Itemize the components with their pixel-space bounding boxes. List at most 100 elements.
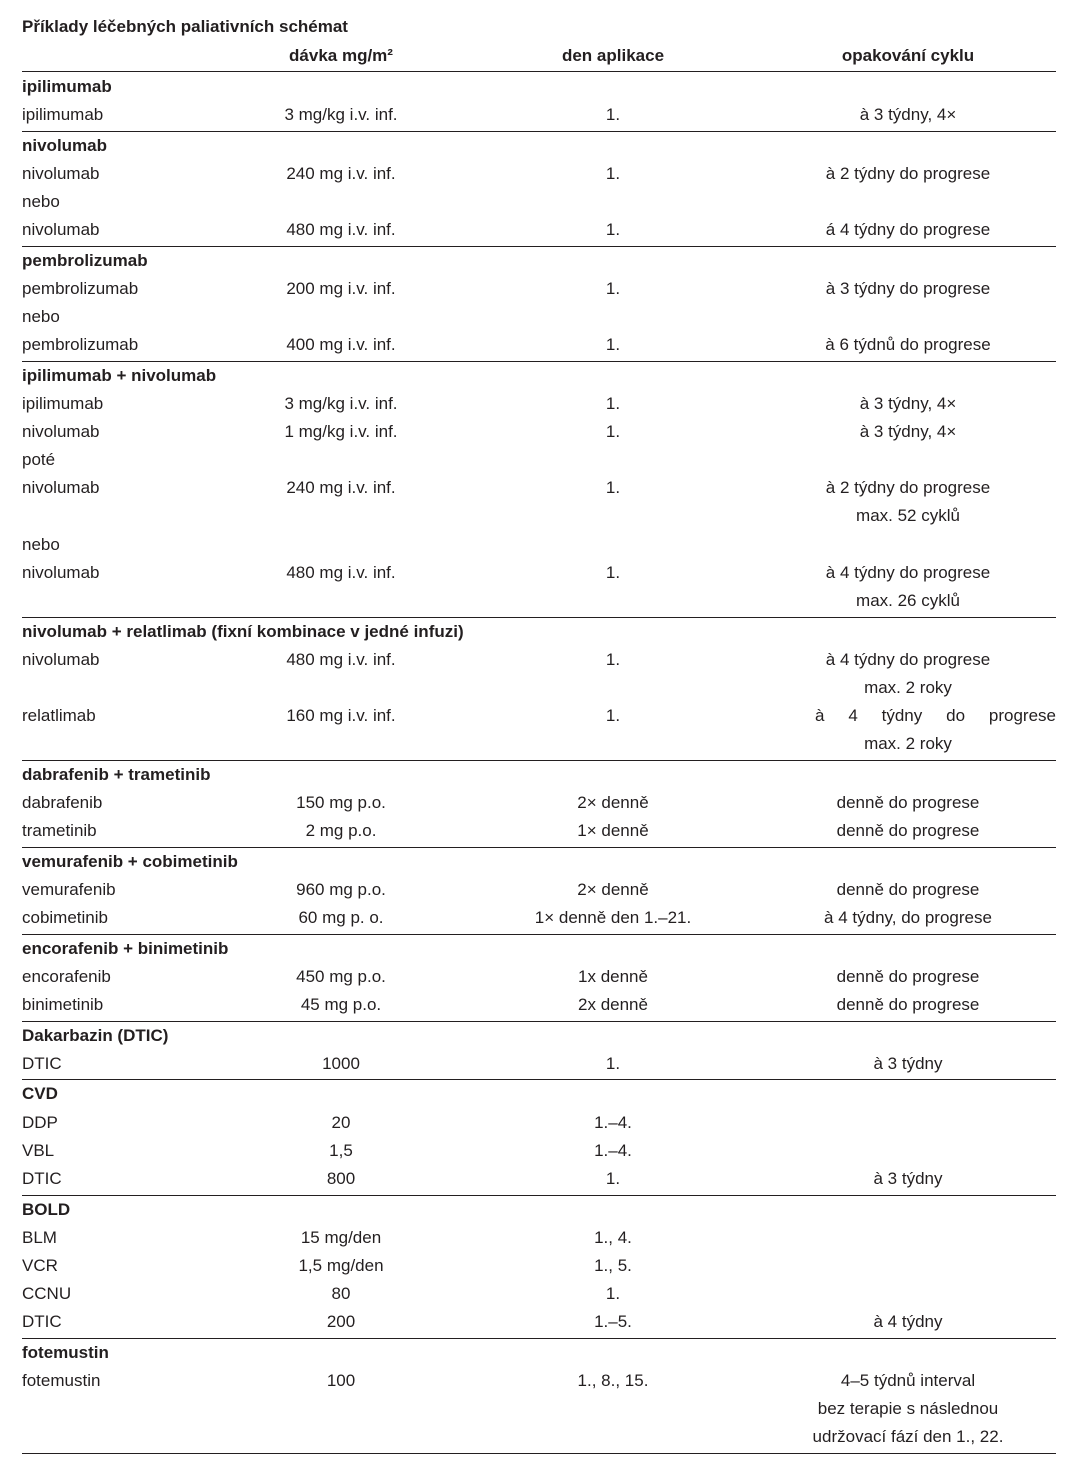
cycle-cell: denně do progrese (836, 966, 980, 986)
group-title: Dakarbazin (DTIC) (22, 1025, 169, 1045)
cycle-cell: à 4 týdny (873, 1311, 943, 1331)
dose-cell: 400 mg i.v. inf. (286, 335, 396, 355)
cycle-cell: à 3 týdny, 4× (859, 105, 957, 125)
day-cell: 1. (605, 478, 621, 498)
group-title: nivolumab + relatlimab (fixní kombinace … (22, 621, 464, 641)
drug-cell: fotemustin (22, 1370, 101, 1390)
day-cell: 1. (605, 279, 621, 299)
drug-cell: nivolumab (22, 422, 100, 442)
day-cell: 1. (605, 422, 621, 442)
group-title: vemurafenib + cobimetinib (22, 851, 238, 871)
dose-cell: 1 mg/kg i.v. inf. (284, 422, 398, 442)
table-row: binimetinib 45 mg p.o. 2x denně denně do pr… (22, 991, 1056, 1019)
dose-cell: 200 mg i.v. inf. (286, 279, 396, 299)
cycle-cell: à 2 týdny do progrese (825, 163, 991, 183)
drug-cell: DTIC (22, 1311, 62, 1331)
group-title: encorafenib + binimetinib (22, 938, 229, 958)
group-title-row: vemurafenib + cobimetinib (22, 848, 1056, 876)
dose-cell: 3 mg/kg i.v. inf. (284, 105, 398, 125)
table-row: max. 52 cyklů (22, 502, 1056, 530)
table-row: nivolumab 480 mg i.v. inf. 1. à 4 týdny do … (22, 646, 1056, 674)
regimen-group: nivolumab nivolumab 240 mg i.v. inf. 1. à 2 … (22, 132, 1056, 247)
dose-cell: 240 mg i.v. inf. (286, 478, 396, 498)
drug-cell: nivolumab (22, 649, 100, 669)
regimen-group: nivolumab + relatlimab (fixní kombinace … (22, 618, 1056, 761)
table-row: nivolumab 1 mg/kg i.v. inf. 1. à 3 týdny, 4… (22, 418, 1056, 446)
regimen-group: fotemustin fotemustin 100 1., 8., 15. 4–5 tý… (22, 1339, 1056, 1454)
regimen-group: ipilimumab ipilimumab 3 mg/kg i.v. inf. 1. à… (22, 73, 1056, 132)
dose-cell: 800 (326, 1168, 356, 1188)
regimen-group: CVD DDP 20 1.–4. VBL 1,5 1.–4. DTIC 800 1. à 3 týd… (22, 1080, 1056, 1196)
group-title-row: nivolumab (22, 132, 1056, 160)
table-row: nivolumab 240 mg i.v. inf. 1. à 2 týdny do … (22, 474, 1056, 502)
day-cell: 1. (605, 105, 621, 125)
dose-cell: 1,5 (329, 1140, 353, 1160)
dose-cell: 3 mg/kg i.v. inf. (284, 394, 398, 414)
table-row: pembrolizumab 200 mg i.v. inf. 1. à 3 týdny… (22, 275, 1056, 303)
dose-cell: 100 (326, 1370, 356, 1390)
table-row: max. 2 roky (22, 674, 1056, 702)
dose-cell: 150 mg p.o. (296, 792, 386, 812)
cycle-cell: á 4 týdny do progrese (825, 220, 991, 240)
table-row: nivolumab 480 mg i.v. inf. 1. á 4 týdny do … (22, 216, 1056, 244)
drug-cell: nivolumab (22, 562, 100, 582)
group-title: nivolumab (22, 135, 108, 155)
day-cell: 1x denně (578, 966, 648, 986)
table-row: nebo (22, 531, 1056, 559)
table-row: nebo (22, 188, 1056, 216)
regimen-group: BOLD BLM 15 mg/den 1., 4. VCR 1,5 mg/den 1., 5… (22, 1196, 1056, 1339)
dose-cell: 15 mg/den (300, 1227, 382, 1247)
dose-cell: 480 mg i.v. inf. (286, 649, 396, 669)
drug-cell: encorafenib (22, 966, 111, 986)
drug-cell: nebo (22, 192, 60, 212)
drug-cell: nebo (22, 307, 60, 327)
day-cell: 1., 5. (594, 1255, 632, 1275)
cycle-cell: à 4 týdny do progrese (825, 649, 991, 669)
drug-cell: binimetinib (22, 994, 104, 1014)
header-day: den aplikace (561, 46, 665, 65)
group-title-row: pembrolizumab (22, 247, 1056, 275)
table-row: encorafenib 450 mg p.o. 1x denně denně do p… (22, 963, 1056, 991)
regimen-table: ipilimumab ipilimumab 3 mg/kg i.v. inf. 1. à… (0, 73, 1078, 1454)
table-row: BLM 15 mg/den 1., 4. (22, 1224, 1056, 1252)
cycle-cell: à 3 týdny (873, 1053, 943, 1073)
cycle-cell: max. 26 cyklů (856, 590, 960, 610)
regimen-group: Dakarbazin (DTIC) DTIC 1000 1. à 3 týdny (22, 1022, 1056, 1081)
drug-cell: DDP (22, 1112, 58, 1132)
day-cell: 1., 8., 15. (577, 1370, 649, 1390)
drug-cell: dabrafenib (22, 792, 103, 812)
day-cell: 2x denně (578, 994, 648, 1014)
group-title-row: BOLD (22, 1196, 1056, 1224)
group-title-row: CVD (22, 1080, 1056, 1108)
day-cell: 1. (605, 562, 621, 582)
cycle-cell: denně do progrese (836, 792, 980, 812)
group-title: ipilimumab (22, 77, 112, 96)
drug-cell: CCNU (22, 1283, 72, 1303)
table-row: VCR 1,5 mg/den 1., 5. (22, 1252, 1056, 1280)
table-row: DDP 20 1.–4. (22, 1109, 1056, 1137)
cycle-cell: 4–5 týdnů interval (840, 1370, 976, 1390)
table-row: max. 2 roky (22, 730, 1056, 758)
day-cell: 1. (605, 335, 621, 355)
day-cell: 1. (605, 220, 621, 240)
cycle-cell: max. 52 cyklů (856, 506, 960, 526)
dose-cell: 2 mg p.o. (305, 820, 377, 840)
table-row: bez terapie s následnou (22, 1395, 1056, 1423)
dose-cell: 200 (326, 1311, 356, 1331)
table-row: max. 26 cyklů (22, 587, 1056, 615)
drug-cell: nivolumab (22, 478, 100, 498)
drug-cell: BLM (22, 1227, 57, 1247)
cycle-cell: à 3 týdny, 4× (859, 394, 957, 414)
cycle-cell: denně do progrese (836, 994, 980, 1014)
drug-cell: nivolumab (22, 163, 100, 183)
cycle-cell: à 4 týdny do progrese (815, 705, 1056, 725)
day-cell: 1. (605, 1168, 621, 1188)
cycle-cell: à 3 týdny, 4× (859, 422, 957, 442)
dose-cell: 1,5 mg/den (298, 1255, 384, 1275)
group-title-row: ipilimumab + nivolumab (22, 362, 1056, 390)
regimen-group: encorafenib + binimetinib encorafenib 450 … (22, 935, 1056, 1022)
cycle-cell: max. 2 roky (864, 733, 952, 753)
day-cell: 1. (605, 1283, 621, 1303)
group-title: ipilimumab + nivolumab (22, 366, 217, 385)
drug-cell: pembrolizumab (22, 279, 139, 299)
